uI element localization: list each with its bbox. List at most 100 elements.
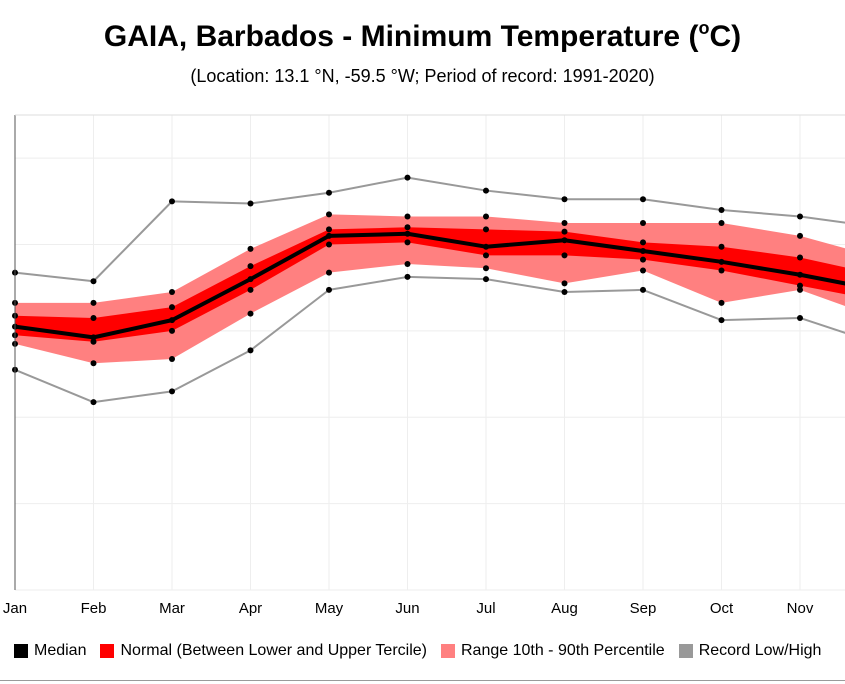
record-low-point: [561, 289, 568, 296]
upper-tercile-point: [90, 314, 97, 321]
p90-point: [483, 213, 489, 220]
median-point: [797, 271, 803, 278]
x-tick-label: Oct: [710, 600, 734, 617]
upper-tercile-point: [797, 254, 803, 261]
legend-item-range: Range 10th - 90th Percentile: [441, 642, 665, 660]
legend-swatch-range: [441, 644, 455, 658]
p10-point: [561, 280, 568, 287]
upper-tercile-point: [169, 304, 175, 311]
median-point: [561, 237, 568, 244]
legend-label-normal: Normal (Between Lower and Upper Tercile): [120, 642, 427, 659]
p90-point: [247, 245, 254, 252]
legend-label-range: Range 10th - 90th Percentile: [461, 642, 665, 659]
x-tick-label: Jan: [3, 600, 27, 617]
lower-tercile-point: [561, 252, 568, 259]
chart-title-text: GAIA, Barbados - Minimum Temperature (: [103, 20, 699, 53]
chart-subtitle: (Location: 13.1 °N, -59.5 °W; Period of …: [190, 66, 655, 86]
p90-point: [718, 219, 725, 226]
legend-swatch-median: [14, 644, 28, 658]
upper-tercile-point: [561, 228, 568, 235]
upper-tercile-point: [404, 224, 411, 231]
record-high-point: [247, 200, 254, 207]
record-high-point: [640, 196, 646, 203]
temperature-chart: JanFebMarAprMayJunJulAugSepOctNovDec: [3, 114, 845, 617]
median-point: [640, 248, 646, 255]
lower-tercile-point: [169, 327, 175, 334]
record-high-point: [169, 198, 175, 205]
p90-point: [169, 289, 175, 296]
upper-tercile-point: [718, 243, 725, 250]
p10-point: [640, 267, 646, 274]
p10-point: [404, 260, 411, 267]
chart-title-unit: C): [709, 20, 742, 53]
record-low-point: [247, 347, 254, 354]
median-point: [90, 334, 97, 341]
record-high-point: [797, 213, 803, 220]
upper-tercile-point: [247, 263, 254, 270]
p90-point: [326, 211, 332, 218]
p10-point: [90, 360, 97, 367]
x-tick-label: Jul: [476, 600, 495, 617]
lower-tercile-point: [90, 338, 97, 345]
upper-tercile-point: [483, 226, 489, 233]
median-point: [404, 230, 411, 237]
p10-point: [169, 355, 175, 362]
legend-swatch-record: [678, 644, 693, 658]
lower-tercile-point: [483, 252, 489, 259]
p10-point: [797, 286, 803, 293]
record-low-point: [483, 276, 489, 283]
lower-tercile-point: [718, 267, 725, 274]
median-line: [14, 231, 845, 340]
x-tick-label: May: [315, 600, 344, 617]
lower-tercile-point: [797, 282, 803, 289]
median-point: [247, 276, 254, 283]
record-high-point: [561, 196, 568, 203]
bottom-divider: [0, 680, 845, 681]
record-low-point: [797, 314, 803, 321]
p10-point: [326, 269, 332, 276]
p10-point: [247, 310, 254, 317]
record-low-point: [404, 273, 411, 280]
legend-item-record: Record Low/High: [678, 642, 822, 660]
median-point: [483, 243, 489, 250]
x-tick-label: Sep: [630, 600, 657, 617]
record-low-point: [169, 388, 175, 395]
x-tick-label: Aug: [551, 600, 578, 617]
legend-label-record: Record Low/High: [698, 642, 822, 659]
x-tick-label: Feb: [81, 600, 107, 617]
chart-legend: Median Normal (Between Lower and Upper T…: [14, 640, 835, 662]
record-high-point: [483, 187, 489, 194]
lower-tercile-point: [326, 241, 332, 248]
upper-tercile-point: [640, 239, 646, 246]
lower-tercile-point: [404, 239, 411, 246]
p90-point: [640, 219, 646, 226]
record-high-point: [326, 189, 332, 196]
record-high-point: [718, 207, 725, 213]
x-tick-label: Mar: [159, 600, 185, 617]
record-high-point: [90, 278, 97, 285]
x-tick-label: Nov: [787, 600, 814, 617]
record-low-point: [718, 317, 725, 324]
legend-label-median: Median: [34, 642, 87, 659]
record-high-line: [14, 176, 845, 283]
x-tick-label: Apr: [239, 600, 262, 617]
record-low-line: [14, 275, 845, 404]
median-point: [169, 317, 175, 324]
lower-tercile-point: [640, 256, 646, 263]
lower-tercile-point: [247, 286, 254, 293]
record-high-point: [404, 174, 411, 181]
median-point: [718, 258, 725, 265]
p90-point: [797, 232, 803, 239]
p10-point: [718, 299, 725, 306]
chart-title: GAIA, Barbados - Minimum Temperature (oC…: [0, 18, 845, 54]
legend-swatch-normal: [100, 644, 115, 658]
legend-item-median: Median: [14, 642, 86, 660]
record-low-point: [640, 286, 646, 293]
p10-point: [483, 265, 489, 272]
record-low-point: [326, 286, 332, 293]
record-low-point: [90, 399, 97, 406]
chart-title-degree: o: [698, 18, 710, 38]
upper-tercile-point: [326, 226, 332, 233]
normal-tercile-band: [15, 227, 845, 342]
p90-point: [404, 213, 411, 220]
